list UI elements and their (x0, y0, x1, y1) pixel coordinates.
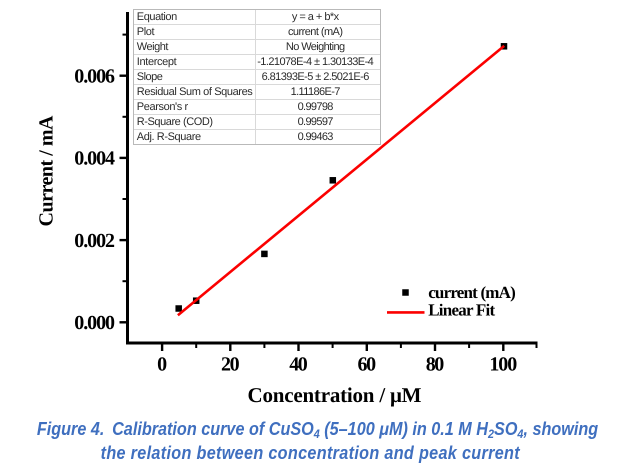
svg-text:0.99597: 0.99597 (298, 116, 334, 128)
svg-text:0: 0 (157, 354, 167, 376)
svg-text:Plot: Plot (137, 26, 155, 38)
svg-text:20: 20 (221, 354, 240, 376)
svg-text:0.99463: 0.99463 (298, 131, 334, 143)
svg-text:0.002: 0.002 (74, 230, 115, 252)
svg-text:-1.21078E-4 ± 1.30133E-4: -1.21078E-4 ± 1.30133E-4 (257, 56, 374, 68)
svg-text:60: 60 (358, 354, 377, 376)
svg-text:0.99798: 0.99798 (298, 101, 334, 113)
svg-text:y = a + b*x: y = a + b*x (292, 11, 340, 23)
svg-text:Slope: Slope (137, 71, 163, 83)
svg-text:0.006: 0.006 (74, 66, 115, 88)
svg-text:No Weighting: No Weighting (286, 41, 345, 53)
svg-text:R-Square (COD): R-Square (COD) (137, 116, 213, 128)
svg-text:Weight: Weight (137, 41, 169, 53)
svg-text:Current / mA: Current / mA (36, 115, 58, 227)
svg-text:1.11186E-7: 1.11186E-7 (291, 86, 341, 98)
svg-text:Concentration / μM: Concentration / μM (248, 383, 422, 407)
svg-text:Adj. R-Square: Adj. R-Square (137, 131, 201, 143)
svg-text:Equation: Equation (137, 11, 177, 23)
svg-text:100: 100 (489, 354, 517, 376)
svg-text:40: 40 (289, 354, 308, 376)
svg-text:0.004: 0.004 (74, 148, 115, 170)
svg-text:current (mA): current (mA) (428, 283, 516, 302)
svg-text:80: 80 (426, 354, 445, 376)
svg-text:Residual Sum of Squares: Residual Sum of Squares (137, 86, 254, 98)
svg-text:Pearson's r: Pearson's r (137, 101, 189, 113)
svg-text:current (mA): current (mA) (288, 26, 343, 38)
svg-text:Linear Fit: Linear Fit (428, 300, 495, 319)
svg-text:Intercept: Intercept (137, 56, 177, 68)
svg-text:0.000: 0.000 (74, 312, 115, 334)
svg-text:6.81393E-5 ± 2.5021E-6: 6.81393E-5 ± 2.5021E-6 (262, 71, 370, 83)
